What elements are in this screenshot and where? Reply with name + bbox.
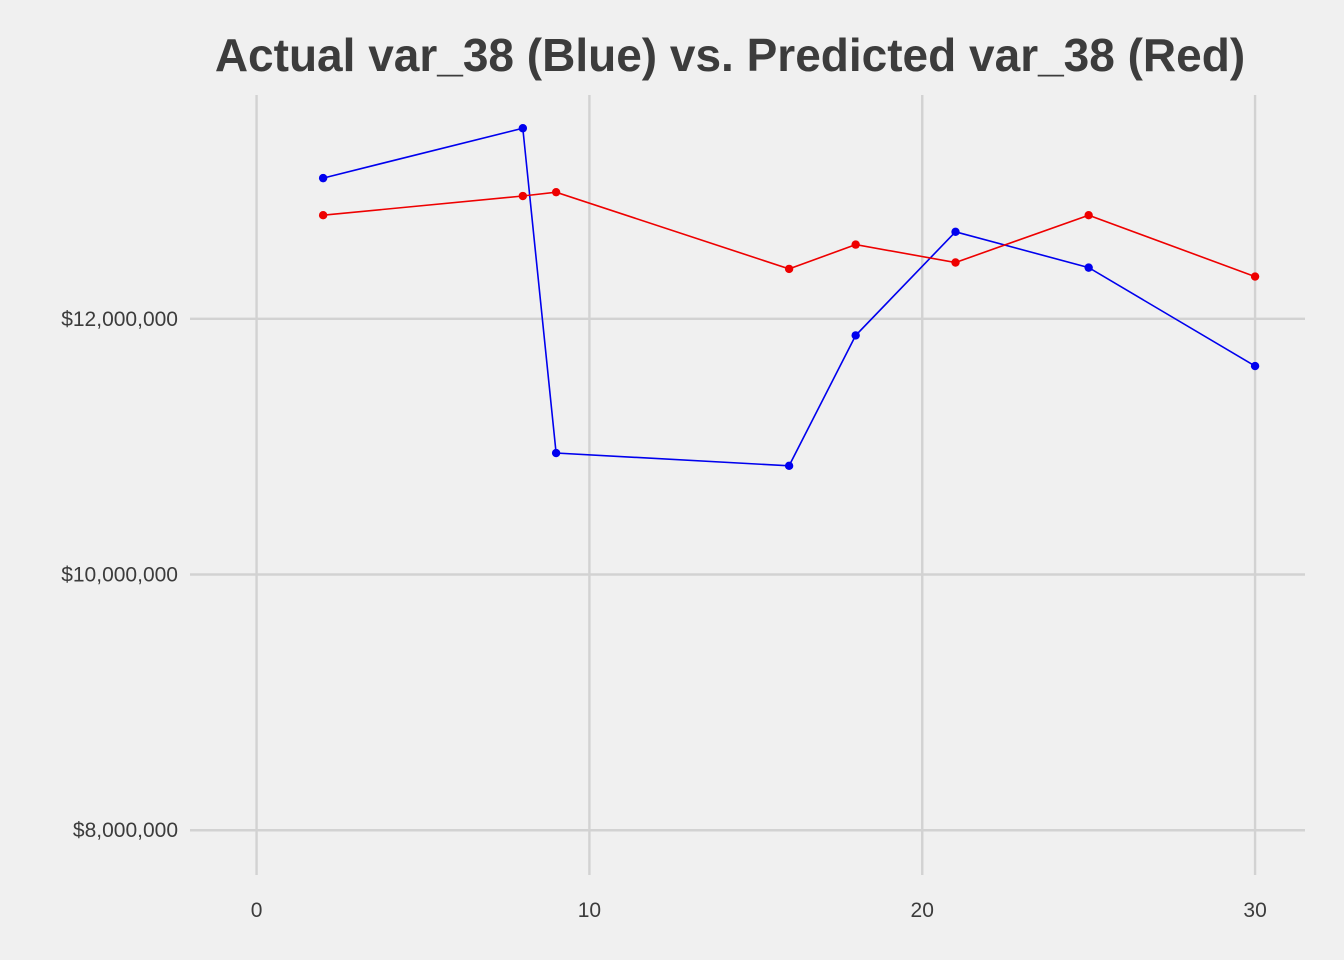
data-point — [518, 124, 528, 133]
data-point — [951, 258, 960, 267]
data-point — [851, 240, 860, 249]
data-point — [784, 461, 794, 471]
data-point — [851, 331, 860, 340]
data-point — [1084, 263, 1093, 272]
data-point — [784, 264, 794, 274]
chart-title: Actual var_38 (Blue) vs. Predicted var_3… — [214, 29, 1246, 81]
y-tick-label: $8,000,000 — [73, 819, 178, 842]
x-tick-label: 0 — [251, 899, 263, 922]
series-points — [318, 124, 1260, 471]
data-point — [1250, 361, 1260, 371]
y-tick-label: $10,000,000 — [61, 564, 178, 587]
data-point — [1250, 272, 1260, 281]
data-point — [551, 187, 561, 197]
data-point — [518, 191, 528, 201]
data-point — [318, 173, 328, 183]
series-line-0 — [322, 127, 1256, 467]
x-tick-label: 10 — [578, 899, 601, 922]
data-point — [1084, 210, 1093, 220]
series-lines — [322, 127, 1256, 467]
grid-lines — [190, 95, 1305, 875]
data-point — [551, 448, 561, 458]
data-point — [318, 210, 328, 220]
series-line-1 — [323, 191, 1256, 278]
y-tick-label: $12,000,000 — [61, 308, 178, 331]
axis-tick-labels: 0 10 20 30 $8,000,000 $10,000,000 $12,000,000 — [61, 308, 1267, 922]
x-tick-label: 20 — [911, 899, 934, 922]
x-tick-label: 30 — [1243, 899, 1266, 922]
data-point — [951, 227, 960, 237]
